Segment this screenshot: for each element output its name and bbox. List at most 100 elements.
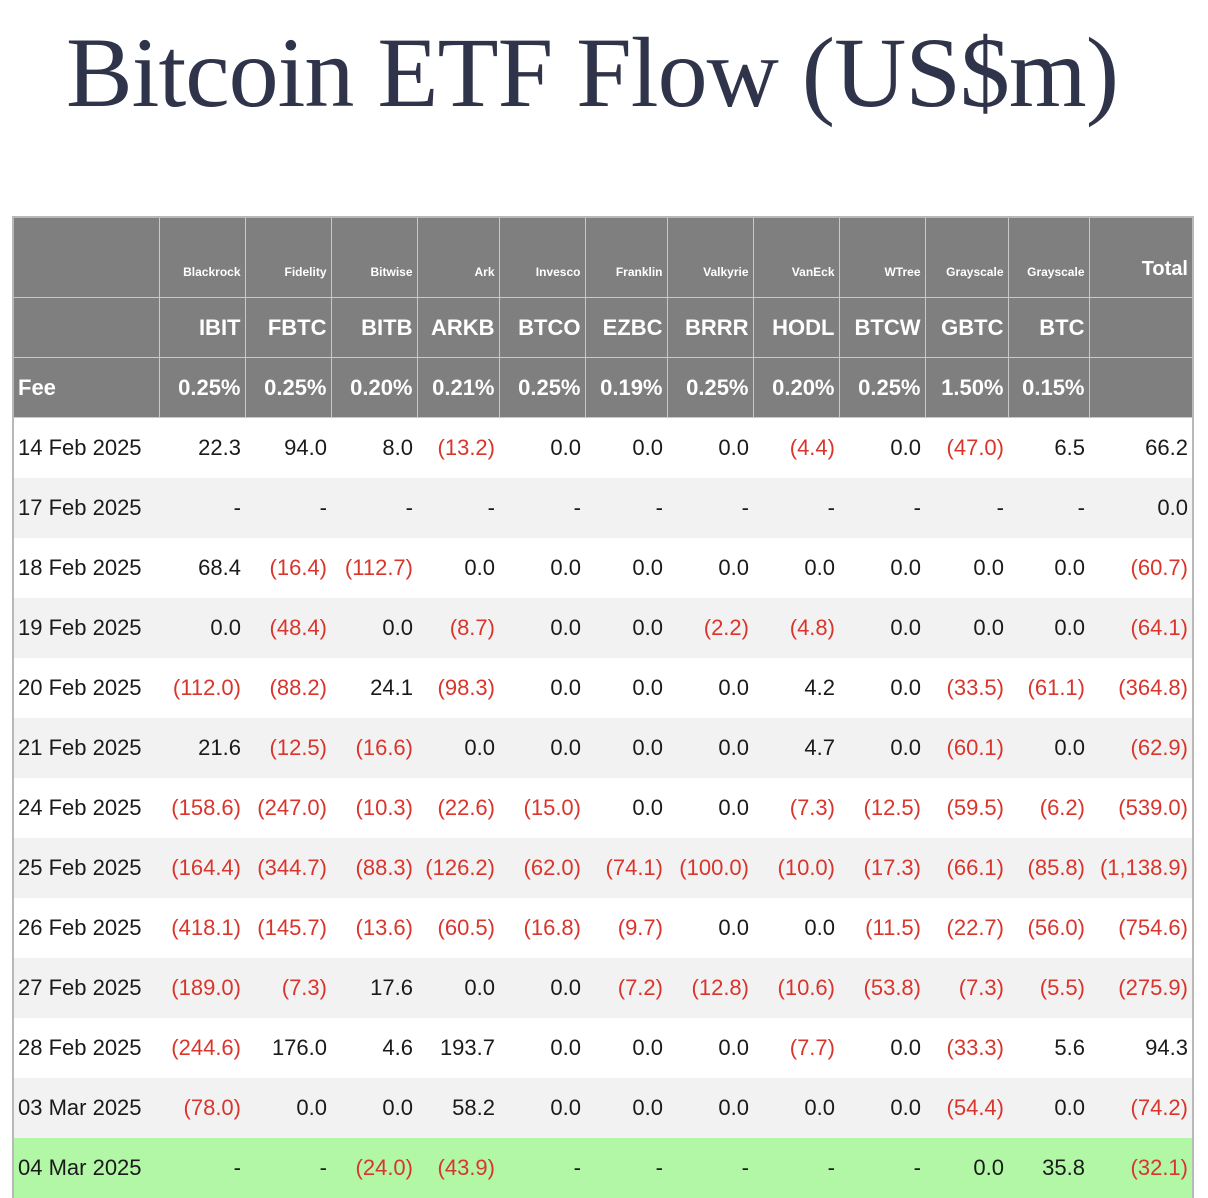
- issuer-header: VanEck: [753, 217, 840, 298]
- flow-cell: 193.7: [417, 1018, 499, 1078]
- flow-cell: -: [839, 478, 925, 538]
- flow-cell: 0.0: [585, 1018, 667, 1078]
- flow-cell: 0.0: [585, 718, 667, 778]
- table-row: 03 Mar 2025 (78.0) 0.0 0.0 58.2 0.0 0.0 0.0 0.0 0…: [13, 1078, 1193, 1138]
- issuer-header: Grayscale: [1008, 217, 1090, 298]
- total-cell: (275.9): [1089, 958, 1193, 1018]
- flow-cell: 0.0: [753, 538, 839, 598]
- flow-cell: 0.0: [417, 718, 499, 778]
- flow-cell: (189.0): [159, 958, 245, 1018]
- flow-cell: (12.5): [839, 778, 925, 838]
- flow-cell: (112.0): [159, 658, 245, 718]
- flow-cell: (22.6): [417, 778, 499, 838]
- fee-cell: 0.15%: [1008, 357, 1090, 418]
- flow-cell: (145.7): [245, 898, 331, 958]
- flow-cell: 0.0: [667, 718, 753, 778]
- flow-cell: (126.2): [417, 838, 499, 898]
- flow-cell: (9.7): [585, 898, 667, 958]
- issuer-header: Valkyrie: [667, 217, 754, 298]
- flow-cell: -: [245, 478, 331, 538]
- etf-flow-table: Blackrock Fidelity Bitwise Ark Invesco Frankl…: [12, 216, 1194, 1198]
- flow-cell: -: [585, 1138, 667, 1198]
- flow-cell: (22.7): [925, 898, 1008, 958]
- table-row: 17 Feb 2025- - - - - - - - - - -0.0: [13, 478, 1193, 538]
- ticker-header: BTCO: [499, 297, 586, 358]
- table-row: 04 Mar 2025- - (24.0) (43.9) - - - - -0.0 35.8 (32…: [13, 1138, 1193, 1198]
- flow-cell: (88.2): [245, 658, 331, 718]
- flow-cell: -: [499, 1138, 585, 1198]
- flow-cell: (13.6): [331, 898, 417, 958]
- header-issuer-row: Blackrock Fidelity Bitwise Ark Invesco Frankl…: [13, 217, 1194, 298]
- total-cell: 66.2: [1089, 417, 1193, 478]
- ticker-header: BITB: [331, 297, 418, 358]
- total-cell: (64.1): [1089, 598, 1193, 658]
- issuer-header: Bitwise: [331, 217, 418, 298]
- flow-cell: 0.0: [839, 1018, 925, 1078]
- flow-cell: -: [839, 1138, 925, 1198]
- flow-cell: (12.8): [667, 958, 753, 1018]
- table-row: 19 Feb 2025 0.0 (48.4) 0.0 (8.7) 0.0 0.0 (2.2)(…: [13, 598, 1193, 658]
- flow-cell: -: [753, 1138, 839, 1198]
- flow-cell: 0.0: [499, 598, 585, 658]
- flow-cell: 0.0: [667, 417, 753, 478]
- total-cell: (60.7): [1089, 538, 1193, 598]
- table-row: 14 Feb 2025 22.3 94.0 8.0 (13.2) 0.0 0.0 0.0 (4.…: [13, 417, 1193, 478]
- flow-cell: 22.3: [159, 417, 245, 478]
- header-blank-cell: [1089, 357, 1194, 418]
- flow-cell: (56.0): [1008, 898, 1089, 958]
- issuer-header: WTree: [839, 217, 926, 298]
- date-cell: 14 Feb 2025: [13, 417, 159, 478]
- issuer-header: Invesco: [499, 217, 586, 298]
- flow-cell: 0.0: [925, 1138, 1008, 1198]
- fee-cell: 0.19%: [585, 357, 668, 418]
- flow-cell: (7.3): [245, 958, 331, 1018]
- flow-cell: (112.7): [331, 538, 417, 598]
- date-cell: 28 Feb 2025: [13, 1018, 159, 1078]
- total-cell: (32.1): [1089, 1138, 1193, 1198]
- issuer-header: Blackrock: [159, 217, 246, 298]
- flow-cell: 35.8: [1008, 1138, 1089, 1198]
- flow-cell: 0.0: [585, 417, 667, 478]
- table-row: 20 Feb 2025 (112.0) (88.2) 24.1 (98.3) 0.0 0.0…: [13, 658, 1193, 718]
- table-row: 24 Feb 2025 (158.6) (247.0) (10.3) (22.6) (15…: [13, 778, 1193, 838]
- date-cell: 20 Feb 2025: [13, 658, 159, 718]
- flow-cell: 0.0: [331, 1078, 417, 1138]
- flow-cell: (74.1): [585, 838, 667, 898]
- ticker-header: GBTC: [925, 297, 1009, 358]
- flow-cell: (47.0): [925, 417, 1008, 478]
- flow-cell: 0.0: [925, 598, 1008, 658]
- flow-cell: 0.0: [839, 598, 925, 658]
- flow-cell: (15.0): [499, 778, 585, 838]
- flow-cell: -: [159, 478, 245, 538]
- flow-cell: (244.6): [159, 1018, 245, 1078]
- table-row: 21 Feb 2025 21.6 (12.5) (16.6) 0.0 0.0 0.0 0.0 4…: [13, 718, 1193, 778]
- flow-cell: (16.8): [499, 898, 585, 958]
- flow-cell: (98.3): [417, 658, 499, 718]
- flow-cell: -: [417, 478, 499, 538]
- flow-cell: 0.0: [499, 1078, 585, 1138]
- total-cell: (539.0): [1089, 778, 1193, 838]
- date-cell: 24 Feb 2025: [13, 778, 159, 838]
- fee-cell: 0.25%: [667, 357, 754, 418]
- flow-cell: 0.0: [1008, 1078, 1089, 1138]
- flow-cell: -: [925, 478, 1008, 538]
- page-title: Bitcoin ETF Flow (US$m): [65, 17, 1119, 128]
- flow-cell: (17.3): [839, 838, 925, 898]
- ticker-header: HODL: [753, 297, 840, 358]
- header-ticker-row: IBIT FBTC BITB ARKB BTCO EZBC BRRR HODL BTCW GBTC…: [13, 297, 1194, 358]
- issuer-header: Grayscale: [925, 217, 1009, 298]
- flow-cell: (33.3): [925, 1018, 1008, 1078]
- header-blank-cell: [13, 297, 160, 358]
- fee-cell: 0.20%: [331, 357, 418, 418]
- flow-cell: (164.4): [159, 838, 245, 898]
- flow-cell: (43.9): [417, 1138, 499, 1198]
- total-cell: 94.3: [1089, 1018, 1193, 1078]
- flow-cell: (53.8): [839, 958, 925, 1018]
- flow-cell: (6.2): [1008, 778, 1089, 838]
- flow-cell: (10.0): [753, 838, 839, 898]
- flow-cell: 0.0: [925, 538, 1008, 598]
- fee-cell: 0.25%: [499, 357, 586, 418]
- flow-cell: 176.0: [245, 1018, 331, 1078]
- flow-cell: (85.8): [1008, 838, 1089, 898]
- flow-cell: 5.6: [1008, 1018, 1089, 1078]
